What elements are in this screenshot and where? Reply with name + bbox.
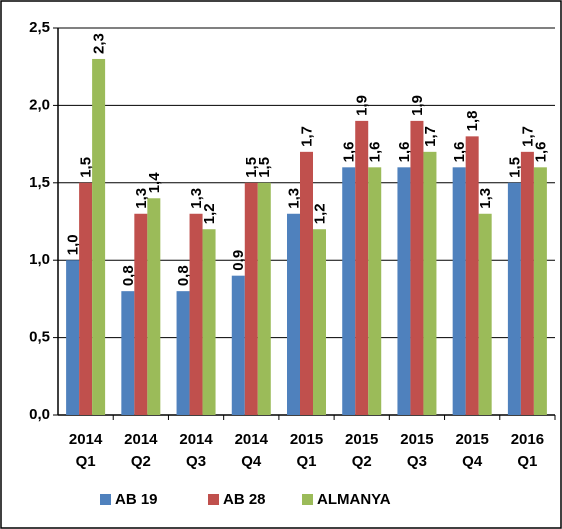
data-label: 1,9 <box>409 95 426 116</box>
legend-swatch <box>302 494 313 505</box>
data-label: 2,3 <box>91 33 108 54</box>
x-tick-label: Q1 <box>296 453 316 470</box>
x-tick-label: 2014 <box>235 431 269 448</box>
x-tick-label: Q2 <box>131 453 151 470</box>
bar <box>465 136 479 416</box>
bar <box>66 260 80 415</box>
bar <box>313 229 326 415</box>
bar <box>147 198 161 415</box>
data-label: 0,8 <box>175 265 192 286</box>
data-label: 1,4 <box>146 172 163 194</box>
data-label: 1,6 <box>367 141 384 162</box>
data-label: 1,6 <box>451 141 468 162</box>
bar <box>287 213 300 415</box>
data-label: 1,5 <box>243 157 260 178</box>
bar <box>355 120 369 415</box>
bar <box>342 167 356 415</box>
data-label: 1,5 <box>78 157 95 178</box>
bar <box>423 151 437 415</box>
bar <box>520 151 534 415</box>
x-tick-label: 2014 <box>179 431 213 448</box>
data-label: 1,8 <box>464 111 481 132</box>
y-tick-label: 1,5 <box>29 174 50 191</box>
bar <box>410 120 424 415</box>
bar <box>478 213 492 415</box>
data-label: 1,6 <box>396 141 413 162</box>
data-label: 0,8 <box>120 265 137 286</box>
bar <box>202 229 216 415</box>
x-tick-label: 2015 <box>400 431 433 448</box>
x-tick-label: Q4 <box>241 453 262 470</box>
y-tick-label: 1,0 <box>29 251 50 268</box>
data-label: 1,0 <box>65 234 82 255</box>
bar <box>189 213 203 415</box>
data-label: 1,3 <box>477 188 494 209</box>
x-tick-label: 2015 <box>290 431 323 448</box>
data-label: 1,3 <box>285 188 302 209</box>
data-label: 1,7 <box>298 126 315 147</box>
bar <box>231 275 245 415</box>
x-tick-label: 2016 <box>511 431 544 448</box>
bar <box>121 291 135 415</box>
y-tick-label: 2,5 <box>29 19 50 36</box>
data-label: 1,3 <box>188 188 205 209</box>
data-label: 1,5 <box>256 157 273 178</box>
data-label: 1,6 <box>341 141 358 162</box>
bar <box>368 167 382 415</box>
x-tick-label: Q4 <box>462 453 483 470</box>
bar <box>92 58 106 416</box>
bar <box>176 291 190 415</box>
x-tick-label: Q2 <box>352 453 372 470</box>
data-label: 1,6 <box>532 141 549 162</box>
bar <box>257 182 271 415</box>
legend-swatch <box>208 494 219 505</box>
bar <box>244 182 258 415</box>
data-label: 0,9 <box>230 250 247 271</box>
data-label: 1,7 <box>422 126 439 147</box>
legend-swatch <box>100 494 111 505</box>
bar <box>397 167 411 415</box>
bar <box>79 182 93 415</box>
x-tick-label: Q3 <box>407 453 427 470</box>
bar <box>452 167 466 415</box>
y-tick-label: 0,0 <box>29 406 50 423</box>
data-label: 1,3 <box>133 188 150 209</box>
bar <box>533 167 547 415</box>
data-label: 1,7 <box>519 126 536 147</box>
x-tick-label: 2015 <box>345 431 378 448</box>
bar <box>134 213 148 415</box>
legend-label: ALMANYA <box>317 491 391 508</box>
legend-label: AB 19 <box>115 491 158 508</box>
data-label: 1,2 <box>311 203 328 224</box>
x-tick-label: Q3 <box>186 453 206 470</box>
x-tick-label: Q1 <box>517 453 537 470</box>
x-tick-label: Q1 <box>76 453 96 470</box>
x-tick-label: 2014 <box>69 431 103 448</box>
x-tick-label: 2014 <box>124 431 158 448</box>
bar <box>300 151 313 415</box>
bar <box>507 182 521 415</box>
legend-label: AB 28 <box>223 491 266 508</box>
data-label: 1,5 <box>506 157 523 178</box>
data-label: 1,2 <box>201 203 218 224</box>
x-tick-label: 2015 <box>455 431 488 448</box>
y-tick-label: 2,0 <box>29 96 50 113</box>
data-label: 1,9 <box>354 95 371 116</box>
y-tick-label: 0,5 <box>29 329 50 346</box>
